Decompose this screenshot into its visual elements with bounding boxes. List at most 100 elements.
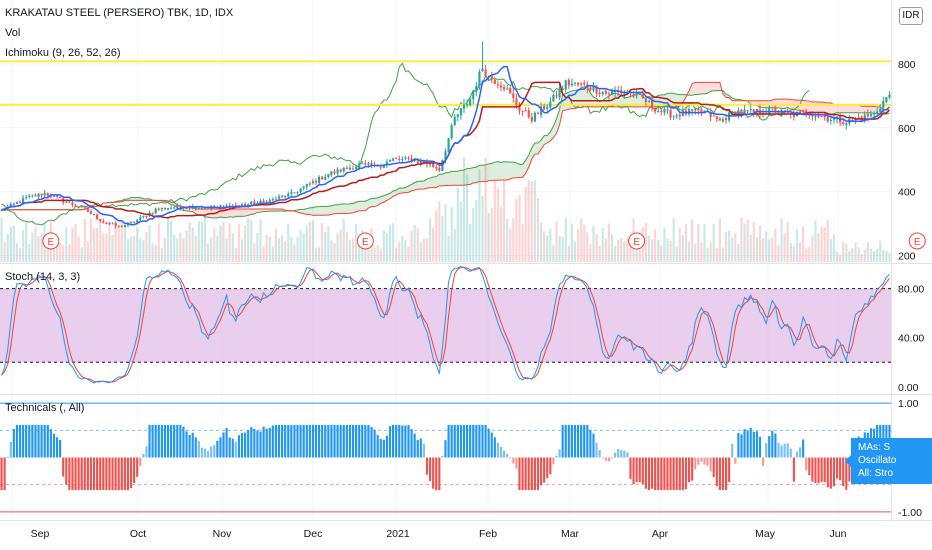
volume-bar: [487, 212, 490, 262]
technicals-bar: [586, 424, 589, 458]
volume-bar: [882, 249, 885, 262]
candle-body: [530, 116, 533, 122]
technicals-bar: [179, 424, 182, 458]
candle-body: [388, 160, 392, 162]
candle-body: [293, 192, 296, 194]
volume-bar: [660, 245, 663, 262]
technicals-bar: [336, 424, 339, 458]
ichimoku-cloud-segment: [195, 208, 199, 215]
technicals-bar: [99, 457, 102, 491]
technicals-bar: [22, 424, 25, 458]
ichimoku-cloud-segment: [445, 172, 449, 186]
candle: [99, 218, 102, 223]
ichimoku-cloud-segment: [534, 143, 538, 155]
volume-bar: [274, 228, 278, 262]
volume-bar: [521, 224, 524, 262]
volume-bar: [546, 235, 549, 262]
ichimoku-cloud-segment: [837, 104, 841, 113]
earnings-label: E: [914, 237, 921, 248]
technicals-bar: [117, 457, 120, 491]
volume-bar: [879, 241, 882, 262]
technicals-pane[interactable]: [0, 394, 932, 513]
technicals-bar: [65, 457, 68, 485]
ichimoku-cloud-segment: [584, 86, 588, 107]
candle: [558, 83, 561, 100]
technicals-bar: [287, 424, 290, 458]
volume-bar: [422, 238, 425, 262]
candle: [885, 96, 888, 104]
volume-bar: [302, 233, 305, 262]
stoch-legend[interactable]: Stoch (14, 3, 3): [5, 271, 81, 283]
technicals-bar: [765, 442, 768, 458]
candle-body: [102, 220, 105, 223]
candle: [318, 175, 321, 185]
candle-body: [610, 90, 614, 95]
candle: [721, 116, 725, 123]
volume-bar: [811, 235, 814, 262]
ichimoku-cloud-segment: [257, 208, 261, 213]
candle: [151, 212, 154, 216]
candle: [429, 162, 432, 168]
candle: [139, 214, 142, 222]
volume-bar: [373, 247, 376, 262]
candle-body: [493, 79, 496, 84]
volume-bar: [740, 217, 743, 262]
candle: [142, 215, 145, 219]
ichimoku-cloud-segment: [251, 208, 255, 215]
technicals-bar: [626, 452, 629, 458]
candle-body: [136, 220, 139, 223]
volume-bar: [133, 236, 136, 262]
volume-bar: [694, 243, 697, 262]
technicals-bar: [308, 424, 311, 458]
candle: [438, 165, 441, 173]
technicals-bar: [18, 424, 22, 458]
candle: [601, 91, 604, 97]
ichimoku-cloud-segment: [522, 160, 526, 178]
technicals-bar: [330, 424, 333, 458]
candle: [524, 107, 527, 112]
candle-body: [660, 110, 663, 112]
technicals-bar: [318, 424, 321, 458]
earnings-marker: E: [628, 232, 646, 250]
candle-body: [318, 176, 321, 184]
candle-body: [453, 116, 456, 125]
lagging-span-line: [1, 62, 810, 226]
currency-button[interactable]: IDR: [899, 7, 923, 25]
candle: [792, 109, 795, 121]
candle-body: [694, 108, 697, 111]
volume-bar: [586, 232, 589, 262]
volume-bar: [367, 242, 370, 262]
candle: [407, 156, 410, 161]
candle-body: [123, 225, 126, 228]
candle: [342, 167, 345, 174]
technicals-bar: [271, 425, 274, 458]
ichimoku-cloud-segment: [713, 82, 717, 91]
volume-bar: [407, 247, 410, 262]
candle-body: [52, 195, 56, 197]
ichimoku-cloud-segment: [420, 181, 424, 190]
candle-body: [133, 222, 136, 224]
candle-body: [157, 208, 160, 210]
vol-legend[interactable]: Vol: [5, 27, 21, 39]
candle-body: [632, 94, 635, 97]
technicals-bar: [490, 432, 493, 458]
technicals-bar: [644, 457, 647, 489]
stoch-pane[interactable]: [0, 263, 932, 384]
volume-bar: [0, 217, 3, 262]
ichimoku-cloud-segment: [362, 201, 366, 211]
technicals-legend[interactable]: Technicals (, All): [5, 402, 85, 414]
symbol-title[interactable]: KRAKATAU STEEL (PERSERO) TBK, 1D, IDX: [5, 7, 234, 19]
volume-bar: [666, 238, 669, 262]
technicals-bar: [185, 431, 188, 458]
technicals-bar: [274, 424, 278, 458]
ichimoku-cloud-segment: [417, 181, 421, 190]
ichimoku-legend[interactable]: Ichimoku (9, 26, 52, 26): [5, 47, 121, 59]
ichimoku-cloud-segment: [198, 208, 202, 215]
candle-body: [826, 117, 829, 122]
volume-bar: [687, 241, 691, 262]
candle-body: [18, 201, 22, 203]
volume-bar: [92, 228, 96, 262]
technicals-bar: [410, 429, 413, 458]
ichimoku-cloud-segment: [436, 174, 440, 188]
